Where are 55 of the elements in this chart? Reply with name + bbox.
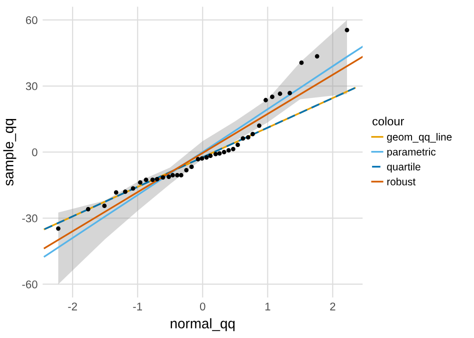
point xyxy=(102,204,107,208)
point xyxy=(123,190,128,194)
point xyxy=(189,164,194,170)
point xyxy=(278,92,282,96)
legend-title: colour xyxy=(372,116,404,126)
point xyxy=(144,178,148,182)
x-tick-label: -2 xyxy=(68,302,77,310)
point xyxy=(160,175,166,180)
point xyxy=(246,135,250,140)
x-tick-label: -1 xyxy=(133,302,142,310)
legend-label: robust xyxy=(387,178,416,186)
x-axis-title: normal_qq xyxy=(170,318,235,332)
point xyxy=(166,174,172,179)
x-tick-label: 2 xyxy=(330,302,336,310)
point xyxy=(154,176,160,182)
point xyxy=(114,190,118,195)
point xyxy=(231,146,236,152)
legend-label: quartile xyxy=(387,162,420,173)
y-tick-label: 0 xyxy=(32,148,38,156)
point xyxy=(236,142,240,148)
point xyxy=(204,155,209,160)
x-tick-label: 0 xyxy=(200,302,206,310)
point xyxy=(213,152,218,156)
point xyxy=(138,180,142,185)
point xyxy=(344,28,350,32)
point xyxy=(264,98,268,102)
point xyxy=(222,150,226,154)
point xyxy=(288,90,292,96)
point xyxy=(56,226,60,231)
x-tick-label: 1 xyxy=(265,302,270,310)
y-tick-label: 30 xyxy=(26,82,38,90)
point xyxy=(200,156,204,161)
point xyxy=(196,156,200,162)
point xyxy=(240,136,246,141)
point xyxy=(170,173,175,178)
point xyxy=(226,148,231,153)
legend-label: parametric xyxy=(387,148,436,158)
point xyxy=(314,54,320,59)
y-tick-label: -30 xyxy=(22,214,38,222)
point xyxy=(250,132,255,136)
point xyxy=(270,94,274,100)
point xyxy=(217,151,222,156)
point xyxy=(208,154,213,158)
point xyxy=(184,168,189,172)
y-axis-title: sample_qq xyxy=(3,119,16,186)
point xyxy=(299,60,304,65)
point xyxy=(150,178,155,182)
point xyxy=(178,173,184,178)
point xyxy=(86,206,90,212)
legend-label: geom_qq_line xyxy=(387,132,452,143)
point xyxy=(175,173,180,178)
point xyxy=(130,186,136,191)
y-tick-label: 60 xyxy=(26,16,38,24)
y-tick-label: -60 xyxy=(22,280,38,288)
point xyxy=(257,123,262,128)
